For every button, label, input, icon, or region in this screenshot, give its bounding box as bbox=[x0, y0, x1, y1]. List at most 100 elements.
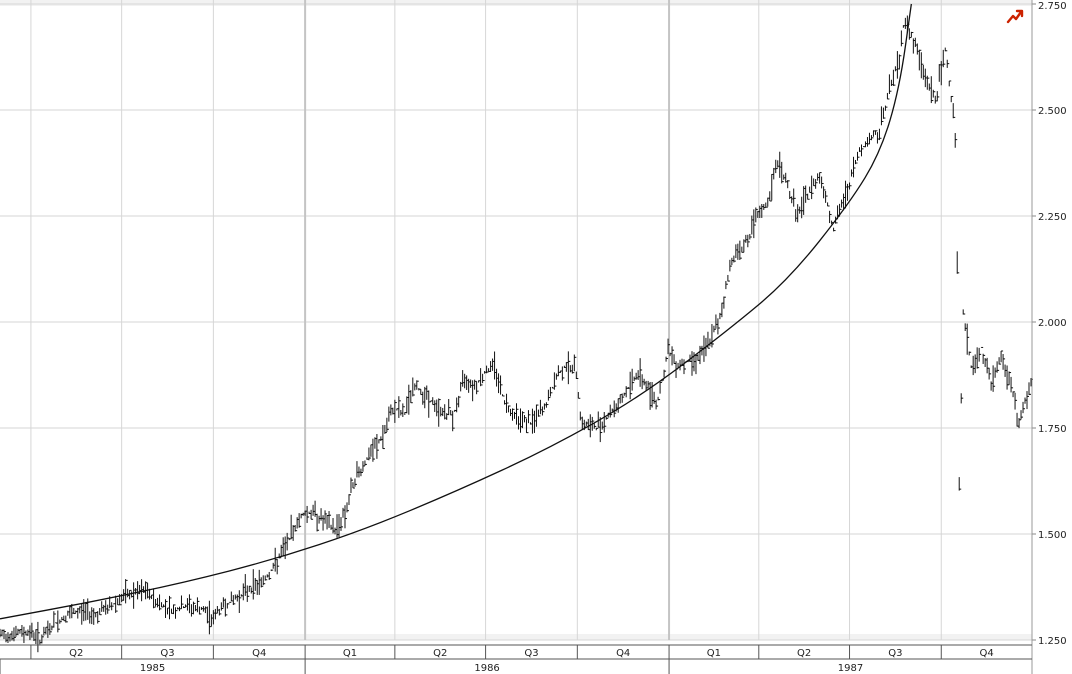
price-bar bbox=[252, 569, 256, 600]
price-bar bbox=[729, 259, 732, 272]
price-bar bbox=[180, 595, 184, 609]
quarter-label: Q4 bbox=[616, 648, 630, 659]
price-bar bbox=[605, 417, 609, 420]
price-bar bbox=[671, 346, 675, 366]
price-bar bbox=[547, 389, 551, 401]
price-bar bbox=[438, 398, 441, 427]
price-bar bbox=[739, 240, 742, 260]
quarter-label: Q3 bbox=[160, 648, 174, 659]
price-bar bbox=[1008, 371, 1012, 386]
price-bar bbox=[410, 390, 413, 404]
price-bar bbox=[978, 347, 982, 362]
price-bar bbox=[992, 365, 996, 392]
price-bar bbox=[198, 606, 202, 615]
price-bar bbox=[1010, 376, 1014, 393]
price-bar bbox=[348, 494, 351, 506]
price-bar bbox=[839, 203, 842, 217]
quarter-label: Q4 bbox=[980, 648, 994, 659]
price-bar bbox=[486, 365, 489, 374]
price-bar bbox=[575, 371, 579, 379]
price-bar bbox=[248, 585, 252, 592]
price-bar bbox=[763, 204, 766, 210]
price-bar bbox=[815, 179, 818, 189]
y-tick-label: 2.250 bbox=[1038, 212, 1067, 223]
price-bar bbox=[119, 594, 122, 606]
fitted-curve-layer bbox=[0, 3, 912, 620]
price-bar bbox=[898, 54, 902, 70]
price-bar bbox=[725, 280, 728, 290]
price-bar bbox=[711, 324, 714, 348]
price-bar bbox=[238, 590, 242, 613]
price-bar bbox=[316, 513, 320, 532]
price-bar bbox=[129, 589, 132, 600]
price-bar bbox=[57, 610, 60, 633]
price-bar bbox=[932, 89, 936, 98]
price-bar bbox=[910, 31, 914, 38]
price-bar bbox=[663, 369, 667, 378]
price-bar bbox=[583, 419, 587, 431]
price-bar bbox=[145, 581, 148, 600]
price-bar bbox=[982, 353, 986, 364]
price-bar bbox=[561, 366, 565, 381]
price-bar bbox=[535, 404, 539, 427]
price-bar bbox=[1028, 382, 1032, 395]
price-bar bbox=[268, 571, 272, 580]
price-bar bbox=[952, 103, 956, 119]
price-bar bbox=[833, 227, 836, 232]
price-bar bbox=[807, 193, 810, 200]
price-bar bbox=[996, 361, 1000, 373]
price-bar bbox=[525, 418, 529, 434]
y-tick-label: 2.500 bbox=[1038, 106, 1067, 117]
price-bar bbox=[577, 391, 581, 399]
price-bar bbox=[882, 107, 886, 119]
price-bar bbox=[874, 130, 878, 135]
price-bar bbox=[707, 331, 710, 349]
price-bar bbox=[99, 608, 102, 616]
price-bar bbox=[523, 415, 527, 423]
price-bar bbox=[549, 386, 553, 397]
price-bar bbox=[1014, 392, 1018, 410]
price-bar bbox=[787, 180, 790, 189]
price-bar bbox=[892, 69, 896, 86]
price-bar bbox=[603, 411, 607, 433]
quarter-label: Q2 bbox=[69, 648, 83, 659]
price-bar bbox=[960, 393, 964, 404]
price-bar bbox=[936, 91, 940, 102]
price-bar bbox=[591, 416, 595, 431]
price-bar bbox=[476, 381, 479, 395]
price-bar bbox=[930, 76, 934, 104]
price-bar bbox=[220, 602, 224, 611]
price-bar bbox=[1012, 391, 1016, 398]
price-bar bbox=[968, 351, 972, 356]
price-bar bbox=[276, 559, 280, 575]
price-bar bbox=[527, 410, 531, 424]
price-bar bbox=[382, 424, 385, 450]
price-bar bbox=[665, 356, 669, 362]
price-bar bbox=[416, 380, 419, 390]
price-bar bbox=[294, 524, 298, 532]
y-axis: 1.250 1.500 1.750 2.000 2.250 2.500 2.750 bbox=[1031, 0, 1067, 674]
quarter-label: Q2 bbox=[797, 648, 811, 659]
price-bar bbox=[350, 477, 353, 493]
price-bar bbox=[246, 585, 250, 602]
price-bar bbox=[976, 347, 980, 369]
price-bar bbox=[368, 447, 371, 461]
price-bar bbox=[713, 325, 716, 333]
chart-trend-icon[interactable] bbox=[1006, 8, 1024, 26]
price-bar bbox=[376, 433, 379, 459]
price-bar bbox=[717, 318, 720, 335]
price-bar bbox=[224, 598, 228, 617]
quarter-label: Q1 bbox=[343, 648, 357, 659]
price-bar bbox=[753, 209, 756, 239]
price-bar bbox=[683, 359, 687, 375]
price-bar bbox=[262, 575, 266, 586]
y-tick-label: 1.500 bbox=[1038, 530, 1067, 541]
price-bar bbox=[474, 379, 477, 390]
price-bar bbox=[1000, 350, 1004, 363]
price-bar bbox=[827, 202, 830, 207]
price-bar bbox=[962, 309, 966, 315]
price-bar bbox=[958, 477, 962, 491]
price-bar bbox=[278, 553, 282, 559]
price-bar bbox=[733, 255, 736, 263]
